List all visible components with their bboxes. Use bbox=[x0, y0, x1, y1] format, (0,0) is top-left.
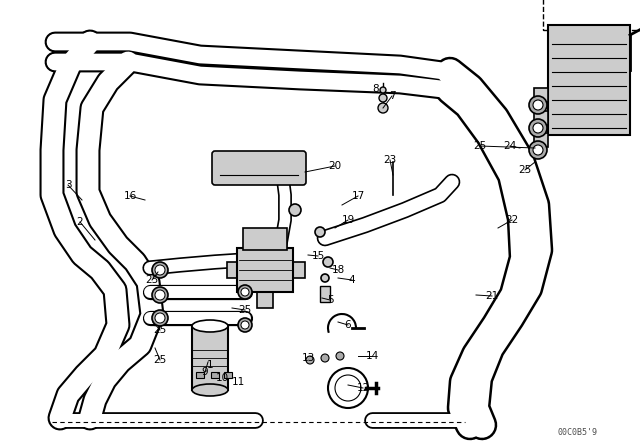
Circle shape bbox=[321, 274, 329, 282]
Circle shape bbox=[529, 96, 547, 114]
Ellipse shape bbox=[192, 384, 228, 396]
Circle shape bbox=[315, 227, 325, 237]
Bar bbox=[211, 372, 219, 378]
Bar bbox=[243, 228, 287, 250]
Text: 9: 9 bbox=[202, 367, 208, 377]
Text: 13: 13 bbox=[301, 353, 315, 363]
Circle shape bbox=[155, 313, 165, 323]
Circle shape bbox=[238, 285, 252, 299]
Text: 25: 25 bbox=[154, 355, 166, 365]
Text: 20: 20 bbox=[328, 161, 342, 171]
Text: 4: 4 bbox=[349, 275, 355, 285]
Text: 5: 5 bbox=[326, 295, 333, 305]
Text: 15: 15 bbox=[312, 251, 324, 261]
Circle shape bbox=[321, 354, 329, 362]
Bar bbox=[534, 88, 548, 102]
Circle shape bbox=[379, 94, 387, 102]
Circle shape bbox=[241, 321, 249, 329]
Circle shape bbox=[529, 119, 547, 137]
Circle shape bbox=[323, 257, 333, 267]
Circle shape bbox=[155, 290, 165, 300]
Circle shape bbox=[155, 265, 165, 275]
Text: 21: 21 bbox=[485, 291, 499, 301]
Circle shape bbox=[380, 87, 386, 93]
Bar bbox=[257, 292, 273, 308]
Circle shape bbox=[306, 356, 314, 364]
Text: 25: 25 bbox=[145, 275, 159, 285]
Text: 17: 17 bbox=[351, 191, 365, 201]
Text: 22: 22 bbox=[506, 215, 518, 225]
Bar bbox=[320, 286, 330, 302]
Text: 1: 1 bbox=[207, 360, 213, 370]
Bar bbox=[192, 326, 228, 390]
Circle shape bbox=[152, 262, 168, 278]
Text: 7: 7 bbox=[388, 91, 396, 101]
Text: 25: 25 bbox=[154, 325, 166, 335]
Circle shape bbox=[289, 204, 301, 216]
Text: 14: 14 bbox=[365, 351, 379, 361]
Text: 18: 18 bbox=[332, 265, 344, 275]
Bar bbox=[543, 0, 640, 30]
Text: 2: 2 bbox=[77, 217, 83, 227]
Text: 19: 19 bbox=[341, 215, 355, 225]
Bar bbox=[227, 262, 239, 278]
Circle shape bbox=[533, 123, 543, 133]
Text: 3: 3 bbox=[65, 180, 71, 190]
Text: 11: 11 bbox=[232, 377, 244, 387]
Circle shape bbox=[238, 318, 252, 332]
Text: 25: 25 bbox=[238, 305, 252, 315]
Circle shape bbox=[152, 310, 168, 326]
Text: 16: 16 bbox=[124, 191, 136, 201]
Circle shape bbox=[533, 100, 543, 110]
Circle shape bbox=[378, 103, 388, 113]
Bar bbox=[534, 111, 548, 125]
Text: 25: 25 bbox=[518, 165, 532, 175]
Text: 25: 25 bbox=[474, 141, 486, 151]
Bar bbox=[293, 262, 305, 278]
Text: 00C0B5'9: 00C0B5'9 bbox=[558, 427, 598, 436]
Text: 12: 12 bbox=[356, 383, 370, 393]
Bar bbox=[196, 372, 204, 378]
Circle shape bbox=[529, 141, 547, 159]
Bar bbox=[224, 372, 232, 378]
Bar bbox=[237, 248, 293, 292]
Text: 8: 8 bbox=[372, 84, 380, 94]
Text: 10: 10 bbox=[216, 373, 228, 383]
Circle shape bbox=[336, 352, 344, 360]
Circle shape bbox=[533, 145, 543, 155]
Text: 24: 24 bbox=[504, 141, 516, 151]
Bar bbox=[548, 25, 630, 135]
Circle shape bbox=[152, 287, 168, 303]
FancyBboxPatch shape bbox=[212, 151, 306, 185]
Text: 6: 6 bbox=[345, 320, 351, 330]
Circle shape bbox=[241, 288, 249, 296]
Bar bbox=[534, 133, 548, 147]
Text: 23: 23 bbox=[383, 155, 397, 165]
Ellipse shape bbox=[192, 320, 228, 332]
